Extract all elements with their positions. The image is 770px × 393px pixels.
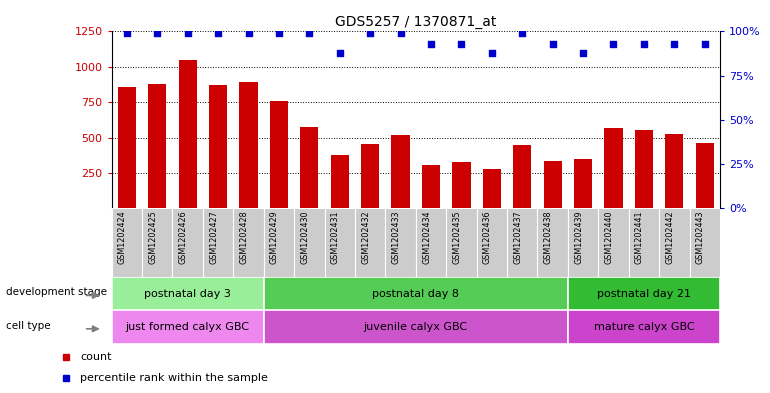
Text: GSM1202433: GSM1202433 (392, 210, 400, 264)
Point (516, 30, 528, 36)
Text: GSM1202425: GSM1202425 (149, 210, 157, 264)
Point (212, 30, 224, 36)
Bar (568, 277, 720, 310)
Bar (209, 85, 227, 208)
Title: GDS5257 / 1370871_at: GDS5257 / 1370871_at (335, 15, 497, 29)
Bar (112, 208, 142, 277)
Point (455, 40, 467, 47)
Text: GSM1202436: GSM1202436 (483, 210, 492, 264)
Bar (172, 208, 203, 277)
Text: GSM1202428: GSM1202428 (239, 210, 249, 264)
Text: GSM1202441: GSM1202441 (635, 210, 644, 264)
Point (151, 30, 163, 36)
Point (486, 50, 498, 56)
Text: postnatal day 8: postnatal day 8 (373, 289, 459, 299)
Bar (270, 101, 288, 208)
Text: GSM1202439: GSM1202439 (574, 210, 583, 264)
Bar (690, 208, 720, 277)
Bar (452, 162, 470, 208)
Text: GSM1202443: GSM1202443 (696, 210, 705, 264)
Point (608, 40, 620, 47)
Text: juvenile calyx GBC: juvenile calyx GBC (363, 322, 468, 332)
Bar (294, 208, 325, 277)
Bar (695, 143, 714, 208)
Text: mature calyx GBC: mature calyx GBC (594, 322, 695, 332)
Text: GSM1202429: GSM1202429 (270, 210, 279, 264)
Bar (513, 145, 531, 208)
Bar (239, 83, 258, 208)
Point (638, 40, 650, 47)
Point (364, 30, 377, 36)
Text: GSM1202424: GSM1202424 (118, 210, 127, 264)
Text: GSM1202440: GSM1202440 (604, 210, 614, 264)
Bar (203, 208, 233, 277)
Bar (300, 127, 319, 208)
Bar (391, 135, 410, 208)
Point (121, 30, 133, 36)
Bar (628, 208, 659, 277)
Bar (665, 134, 684, 208)
Point (182, 30, 194, 36)
Bar (659, 208, 690, 277)
Bar (385, 208, 416, 277)
Text: GSM1202431: GSM1202431 (331, 210, 340, 264)
Text: GSM1202426: GSM1202426 (179, 210, 188, 264)
Bar (422, 165, 440, 208)
Bar (574, 160, 592, 208)
Text: postnatal day 21: postnatal day 21 (597, 289, 691, 299)
Text: postnatal day 3: postnatal day 3 (144, 289, 231, 299)
Text: just formed calyx GBC: just formed calyx GBC (126, 322, 249, 332)
Text: count: count (81, 351, 112, 362)
Bar (112, 277, 263, 310)
Point (273, 30, 285, 36)
Text: GSM1202435: GSM1202435 (453, 210, 461, 264)
Bar (477, 208, 507, 277)
Bar (361, 144, 380, 208)
Bar (179, 60, 197, 208)
Bar (263, 277, 568, 310)
Bar (447, 208, 477, 277)
Point (394, 30, 407, 36)
Bar (537, 208, 568, 277)
Text: GSM1202437: GSM1202437 (514, 210, 522, 264)
Bar (118, 86, 136, 208)
Bar (634, 130, 653, 208)
Text: GSM1202432: GSM1202432 (361, 210, 370, 264)
Bar (544, 161, 562, 208)
Bar (507, 208, 537, 277)
Text: GSM1202430: GSM1202430 (300, 210, 310, 264)
Text: GSM1202427: GSM1202427 (209, 210, 218, 264)
Point (425, 40, 437, 47)
Bar (233, 208, 263, 277)
Bar (604, 128, 623, 208)
Bar (330, 154, 349, 208)
Bar (568, 208, 598, 277)
Bar (598, 208, 628, 277)
Bar (483, 169, 501, 208)
Bar (325, 208, 355, 277)
Point (698, 40, 711, 47)
Bar (568, 310, 720, 344)
Text: GSM1202442: GSM1202442 (665, 210, 675, 264)
Text: GSM1202438: GSM1202438 (544, 210, 553, 264)
Text: cell type: cell type (5, 321, 50, 331)
Text: GSM1202434: GSM1202434 (422, 210, 431, 264)
Bar (142, 208, 172, 277)
Bar (112, 310, 263, 344)
Point (547, 40, 559, 47)
Point (577, 50, 589, 56)
Point (243, 30, 255, 36)
Bar (355, 208, 386, 277)
Point (303, 30, 316, 36)
Bar (263, 208, 294, 277)
Bar (416, 208, 447, 277)
Text: percentile rank within the sample: percentile rank within the sample (81, 373, 268, 383)
Point (333, 50, 346, 56)
Bar (263, 310, 568, 344)
Text: development stage: development stage (5, 287, 106, 297)
Bar (148, 84, 166, 208)
Point (668, 40, 681, 47)
